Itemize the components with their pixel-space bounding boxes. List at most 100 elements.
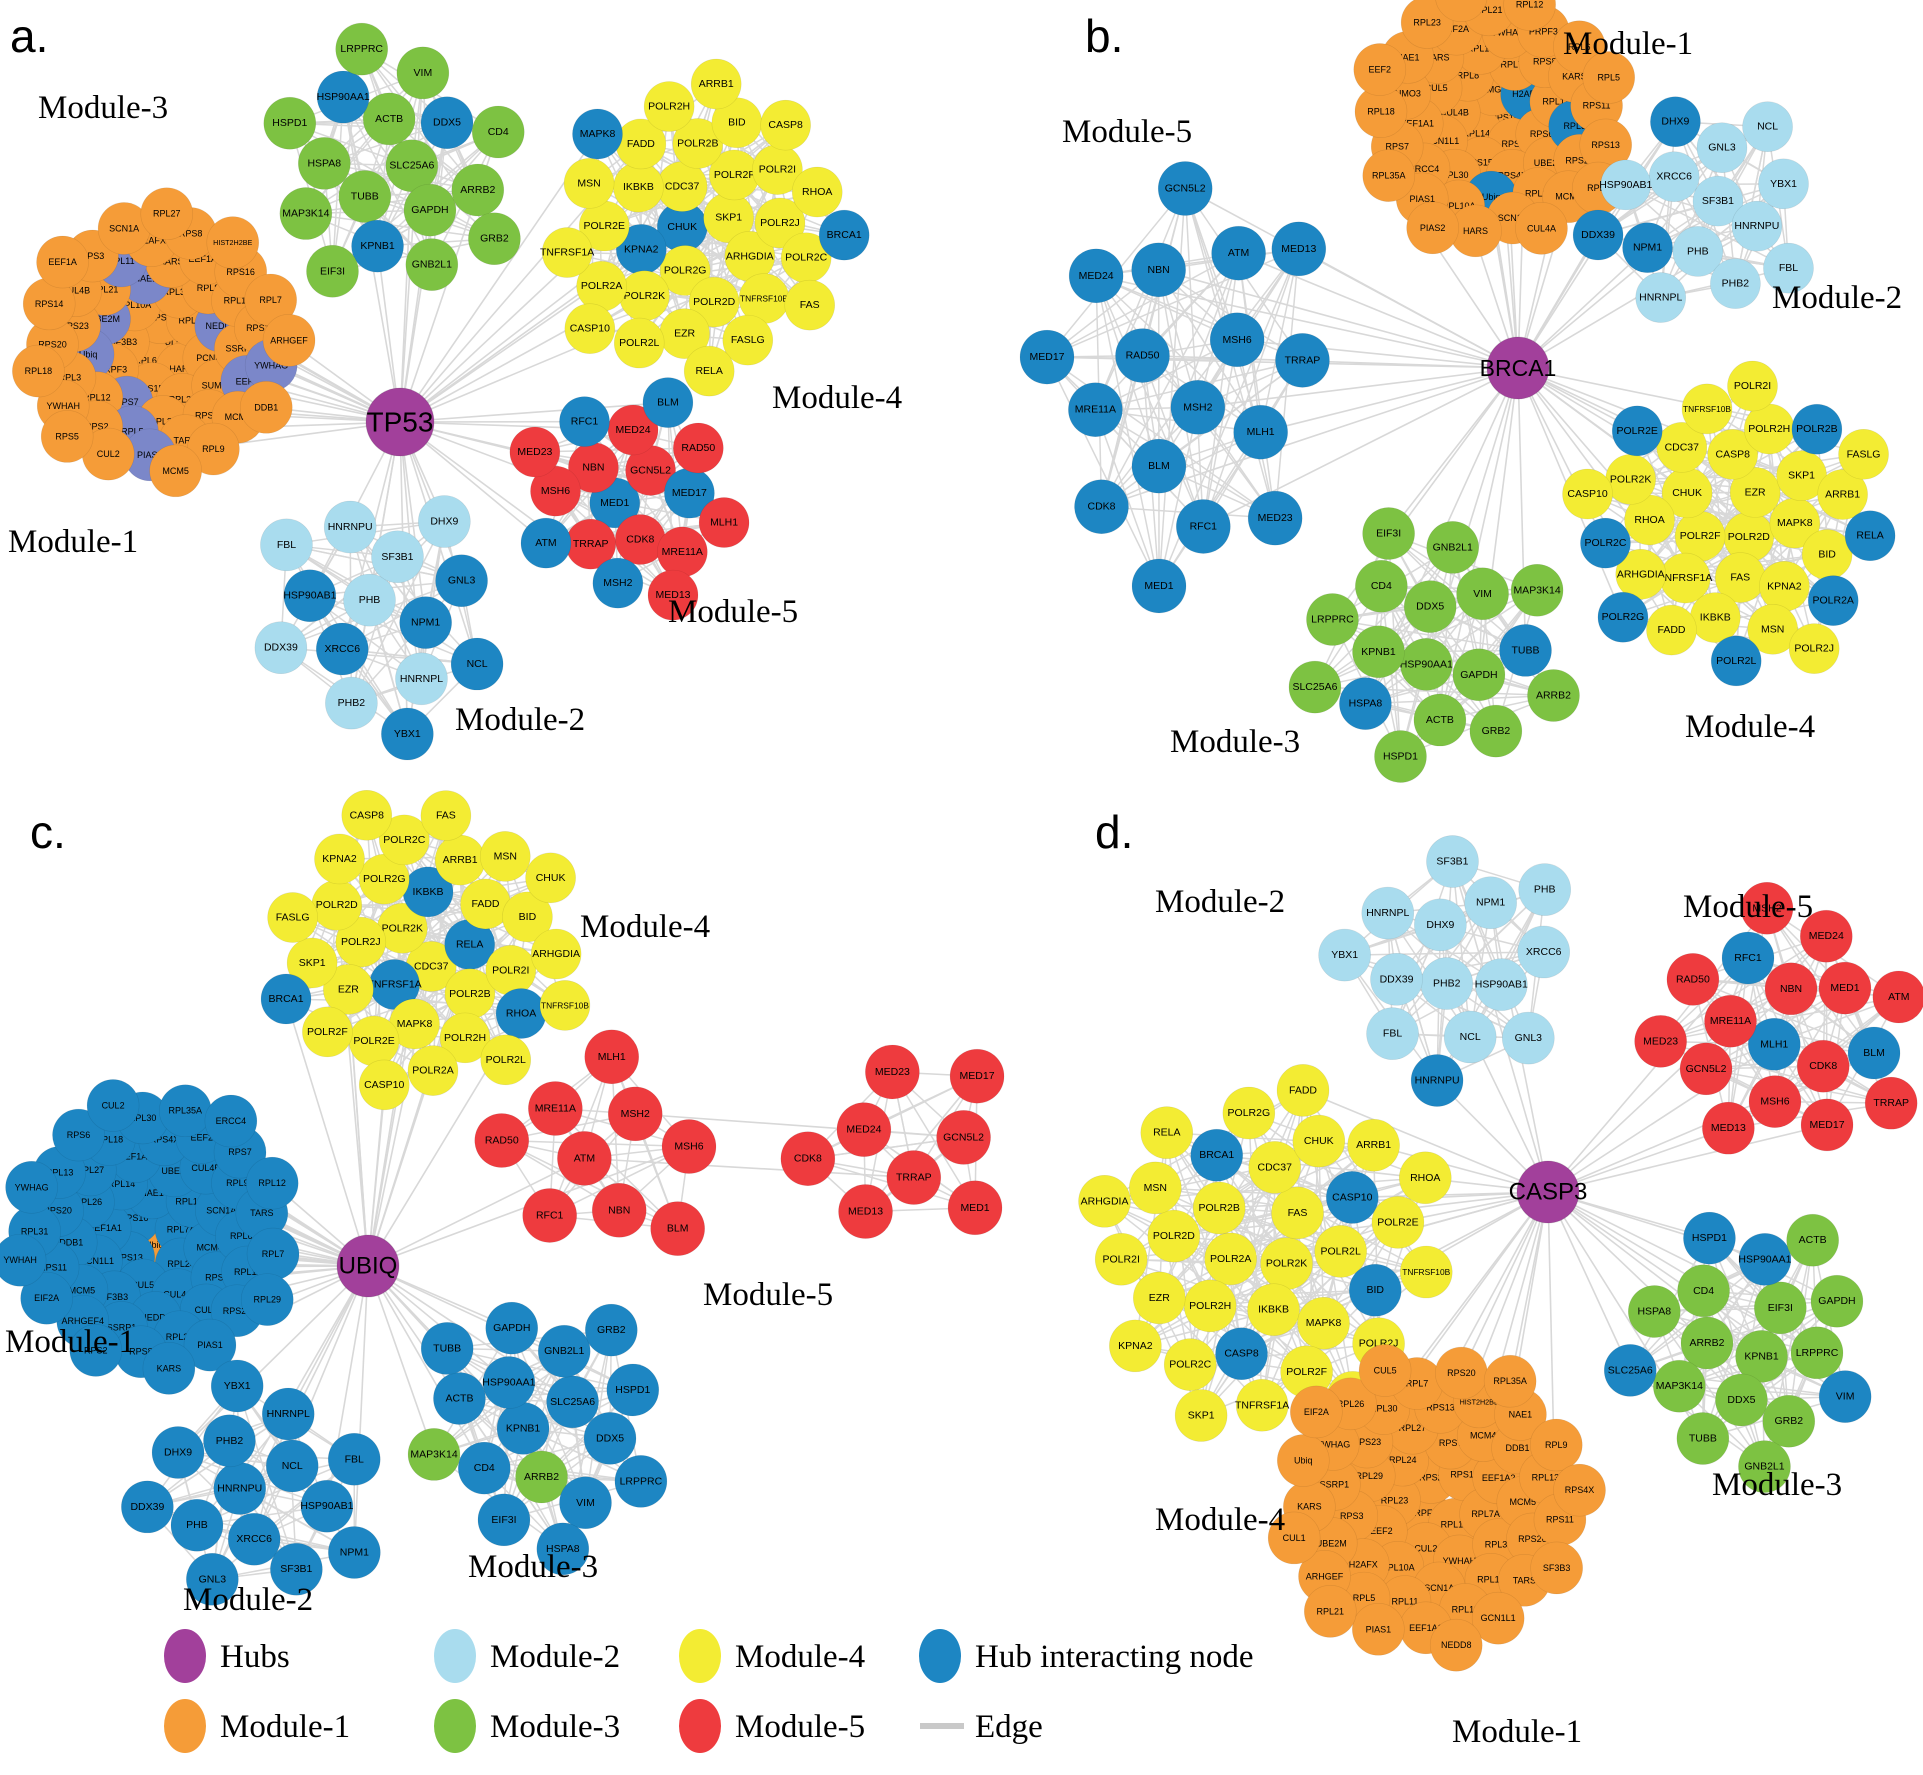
node-gnl3[interactable] xyxy=(1501,1011,1555,1065)
node-kpna2[interactable] xyxy=(314,833,365,885)
node-mlh1[interactable] xyxy=(1747,1017,1801,1071)
node-ncl[interactable] xyxy=(1443,1010,1497,1064)
node-med1[interactable] xyxy=(1818,961,1872,1015)
node-rpl35a[interactable] xyxy=(159,1084,212,1138)
node-polr2c[interactable] xyxy=(378,814,430,866)
node-polr2c[interactable] xyxy=(1580,517,1631,569)
node-polr2a[interactable] xyxy=(407,1045,459,1096)
node-casp8[interactable] xyxy=(341,790,393,841)
node-gnb2l1[interactable] xyxy=(405,238,459,291)
node-rhoa[interactable] xyxy=(495,988,547,1039)
node-phb2[interactable] xyxy=(325,676,378,730)
node-hnrnpl[interactable] xyxy=(395,652,448,706)
node-map3k14[interactable] xyxy=(407,1428,461,1481)
node-casp10[interactable] xyxy=(1562,468,1613,520)
node-msh6[interactable] xyxy=(530,465,581,517)
node-blm[interactable] xyxy=(1131,438,1187,494)
node-rela[interactable] xyxy=(1844,510,1896,562)
node-cdk8[interactable] xyxy=(780,1131,836,1187)
node-polr2d[interactable] xyxy=(1147,1209,1201,1263)
node-mre11a[interactable] xyxy=(657,526,708,578)
node-fbl[interactable] xyxy=(1763,242,1814,294)
node-hsp90ab1[interactable] xyxy=(283,569,337,622)
node-eef1a[interactable] xyxy=(36,235,89,289)
node-rela[interactable] xyxy=(1140,1106,1194,1159)
node-hspd1[interactable] xyxy=(1374,730,1427,783)
node-map3k14[interactable] xyxy=(1510,563,1564,617)
node-ywhah[interactable] xyxy=(0,1233,47,1287)
node-kpnb1[interactable] xyxy=(351,219,404,273)
node-msh6[interactable] xyxy=(1209,312,1265,368)
node-vim[interactable] xyxy=(559,1476,612,1530)
node-rpl5[interactable] xyxy=(1582,51,1636,104)
node-mre11a[interactable] xyxy=(528,1081,583,1136)
hub-node-casp3[interactable] xyxy=(1516,1160,1580,1224)
node-map3k14[interactable] xyxy=(279,187,333,240)
node-polr2i[interactable] xyxy=(485,945,537,996)
node-ybx1[interactable] xyxy=(1318,928,1371,982)
node-ubiq[interactable] xyxy=(1277,1434,1330,1487)
node-dhx9[interactable] xyxy=(1650,96,1701,148)
node-hnrnpu[interactable] xyxy=(323,500,377,554)
node-polr2j[interactable] xyxy=(335,916,387,968)
node-casp10[interactable] xyxy=(1325,1171,1379,1224)
node-gnl3[interactable] xyxy=(186,1553,239,1606)
node-med1[interactable] xyxy=(947,1180,1003,1236)
node-gnl3[interactable] xyxy=(435,554,488,608)
hub-node-ubiq[interactable] xyxy=(336,1234,400,1298)
node-ikbkb[interactable] xyxy=(613,161,664,213)
node-ddx39[interactable] xyxy=(1572,209,1624,261)
node-trrap[interactable] xyxy=(1275,333,1330,388)
node-gapdh[interactable] xyxy=(485,1301,539,1355)
node-eif3i[interactable] xyxy=(1754,1281,1807,1335)
node-hspa8[interactable] xyxy=(536,1522,590,1576)
node-fbl[interactable] xyxy=(1366,1007,1419,1060)
node-phb[interactable] xyxy=(1672,226,1724,277)
node-xrcc6[interactable] xyxy=(227,1512,281,1566)
node-trrap[interactable] xyxy=(1864,1076,1918,1130)
node-polr2i[interactable] xyxy=(1094,1232,1148,1286)
node-cd4[interactable] xyxy=(1355,559,1408,613)
node-arrb1[interactable] xyxy=(690,58,742,110)
node-tubb[interactable] xyxy=(1499,624,1552,677)
node-ezr[interactable] xyxy=(323,964,374,1015)
node-rpl21[interactable] xyxy=(1303,1585,1357,1638)
node-gnb2l1[interactable] xyxy=(537,1324,591,1378)
node-polr2j[interactable] xyxy=(1788,623,1840,674)
node-gnb2l1[interactable] xyxy=(1426,521,1480,574)
node-hspd1[interactable] xyxy=(606,1363,660,1417)
node-xrcc6[interactable] xyxy=(1648,151,1700,203)
node-phb[interactable] xyxy=(343,573,396,627)
node-arhgdia[interactable] xyxy=(530,928,582,980)
node-polr2c[interactable] xyxy=(1163,1338,1217,1391)
node-actb[interactable] xyxy=(1786,1213,1839,1267)
node-blm[interactable] xyxy=(1847,1026,1901,1080)
node-gapdh[interactable] xyxy=(403,183,457,237)
node-casp10[interactable] xyxy=(564,303,616,354)
node-arrb1[interactable] xyxy=(1817,469,1868,520)
node-kars[interactable] xyxy=(142,1342,196,1395)
node-vim[interactable] xyxy=(1818,1370,1872,1423)
node-kpna2[interactable] xyxy=(1109,1319,1162,1373)
node-actb[interactable] xyxy=(362,92,416,146)
node-hspd1[interactable] xyxy=(1683,1211,1736,1265)
node-dhx9[interactable] xyxy=(418,495,471,548)
node-polr2f[interactable] xyxy=(302,1006,353,1058)
node-cdc37[interactable] xyxy=(656,161,708,212)
node-phb[interactable] xyxy=(170,1498,224,1552)
node-lrpprc[interactable] xyxy=(614,1455,668,1508)
node-nbn[interactable] xyxy=(591,1183,647,1238)
node-ddx5[interactable] xyxy=(1403,580,1457,633)
node-bid[interactable] xyxy=(1801,529,1853,580)
node-hist2h2be[interactable] xyxy=(1435,0,1488,22)
node-trrap[interactable] xyxy=(886,1150,942,1205)
node-ddb1[interactable] xyxy=(239,381,293,434)
node-polr2d[interactable] xyxy=(311,879,363,931)
node-msn[interactable] xyxy=(1747,603,1798,655)
node-nbn[interactable] xyxy=(1131,242,1186,298)
node-ikbkb[interactable] xyxy=(1689,592,1741,643)
node-mlh1[interactable] xyxy=(698,497,750,548)
node-msh6[interactable] xyxy=(1748,1075,1802,1128)
node-cdk8[interactable] xyxy=(1796,1039,1850,1093)
node-brca1[interactable] xyxy=(260,973,312,1025)
